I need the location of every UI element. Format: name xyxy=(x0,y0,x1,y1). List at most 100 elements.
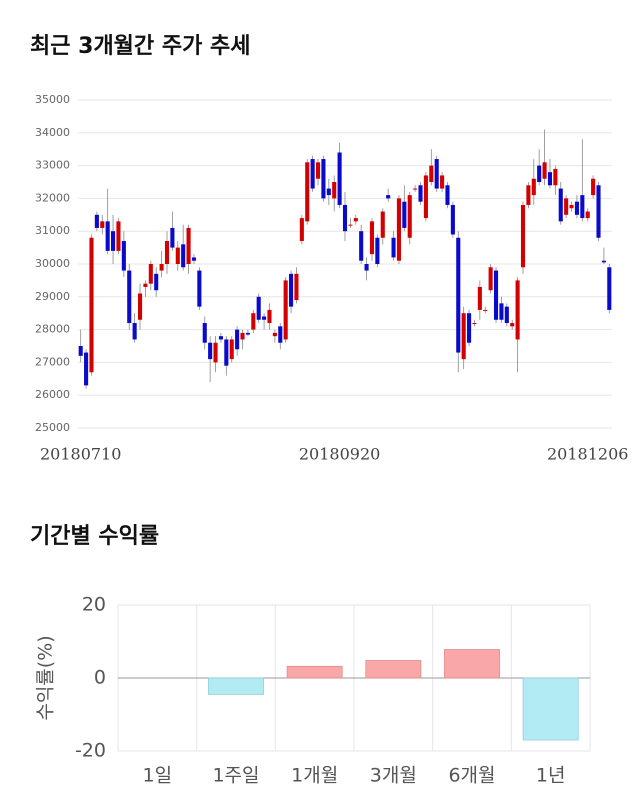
chart-title: 기간별 수익률 xyxy=(30,524,159,549)
candle-body xyxy=(186,227,191,264)
candle-body xyxy=(137,293,143,320)
candle-body xyxy=(558,188,563,222)
candle-body xyxy=(164,241,170,264)
candle-body xyxy=(413,188,418,190)
candle-body xyxy=(391,237,396,258)
candle-body xyxy=(240,332,245,340)
candle-body xyxy=(585,211,590,219)
y-tick-label: 0 xyxy=(94,667,106,689)
candle-body xyxy=(213,342,218,363)
chart-title: 최근 3개월간 주가 추세 xyxy=(30,34,250,59)
candle-body xyxy=(89,237,94,373)
candle-body xyxy=(197,270,202,307)
x-tick-label: 20181206 xyxy=(547,445,628,464)
candle-body xyxy=(574,201,579,215)
candle-body xyxy=(531,178,536,196)
candle-body xyxy=(191,257,197,261)
candle-body xyxy=(515,280,520,340)
candle-body xyxy=(580,195,585,219)
candle-body xyxy=(499,303,504,320)
candle-body xyxy=(375,237,380,264)
candle-body xyxy=(537,165,542,182)
y-tick-label: 33000 xyxy=(35,159,70,172)
candle-body xyxy=(181,244,186,268)
candle-body xyxy=(493,270,499,320)
candle-body xyxy=(569,204,574,209)
candle-body xyxy=(472,323,477,325)
candle-body xyxy=(332,182,337,199)
candle-body xyxy=(607,267,612,310)
candle-body xyxy=(596,185,601,238)
candle-body xyxy=(348,224,353,226)
x-tick-label: 3개월 xyxy=(370,765,417,787)
candle-body xyxy=(294,273,299,301)
y-tick-label: 20 xyxy=(82,594,106,616)
candle-body xyxy=(310,159,315,189)
candle-body xyxy=(456,237,461,353)
candle-body xyxy=(100,221,105,228)
candle-body xyxy=(224,339,229,366)
candle-body xyxy=(116,221,121,251)
candle-body xyxy=(94,214,99,228)
candle-body xyxy=(434,159,439,189)
candle-body xyxy=(483,309,488,311)
candle-body xyxy=(262,316,267,320)
candle-body xyxy=(235,329,240,350)
candle-body xyxy=(299,218,304,242)
x-tick-label: 1일 xyxy=(143,765,173,787)
candle-body xyxy=(467,313,472,343)
candle-body xyxy=(520,204,526,268)
candle-body xyxy=(386,195,391,199)
candle-body xyxy=(450,204,455,235)
candle-body xyxy=(159,264,164,271)
candle-body xyxy=(445,185,450,205)
y-tick-label: 30000 xyxy=(35,257,70,270)
candle-body xyxy=(251,313,256,330)
x-tick-label: 1년 xyxy=(536,765,566,787)
candle-body xyxy=(542,162,547,179)
candle-body xyxy=(170,227,175,248)
candle-body xyxy=(111,231,116,251)
candle-body xyxy=(396,198,401,261)
bar xyxy=(444,649,500,679)
candle-body xyxy=(337,152,342,205)
candle-body xyxy=(564,198,569,215)
candle-body xyxy=(132,323,137,340)
y-tick-label: 32000 xyxy=(35,191,70,204)
y-tick-label: 31000 xyxy=(35,224,70,237)
candle-body xyxy=(229,339,234,360)
x-tick-label: 1주일 xyxy=(212,765,259,787)
candle-body xyxy=(369,221,375,255)
y-tick-label: 25000 xyxy=(35,421,70,434)
candle-body xyxy=(283,280,288,340)
candle-body xyxy=(278,326,283,343)
candle-body xyxy=(526,185,531,205)
candle-body xyxy=(289,273,294,307)
y-tick-label: 27000 xyxy=(35,355,70,368)
bar xyxy=(522,677,579,741)
y-axis-label: 수익률(%) xyxy=(35,635,57,720)
candle-body xyxy=(477,286,482,310)
candle-body xyxy=(267,309,272,324)
candle-body xyxy=(601,260,606,263)
candle-body xyxy=(402,201,407,228)
candle-body xyxy=(504,306,509,324)
x-tick-label: 1개월 xyxy=(291,765,338,787)
candle-body xyxy=(84,352,89,386)
candle-body xyxy=(127,270,132,324)
candle-body xyxy=(245,332,250,335)
candle-body xyxy=(461,313,466,360)
x-tick-label: 20180710 xyxy=(40,445,121,464)
candle-body xyxy=(218,336,223,340)
candle-body xyxy=(105,221,110,251)
candle-body xyxy=(342,204,348,232)
candle-body xyxy=(148,264,153,284)
candle-body xyxy=(418,185,423,202)
candle-body xyxy=(488,267,493,291)
candle-body xyxy=(380,211,385,238)
candle-body xyxy=(364,264,369,271)
candle-body xyxy=(553,168,558,186)
candle-body xyxy=(326,188,331,196)
bar xyxy=(286,665,343,679)
candle-body xyxy=(407,195,412,238)
